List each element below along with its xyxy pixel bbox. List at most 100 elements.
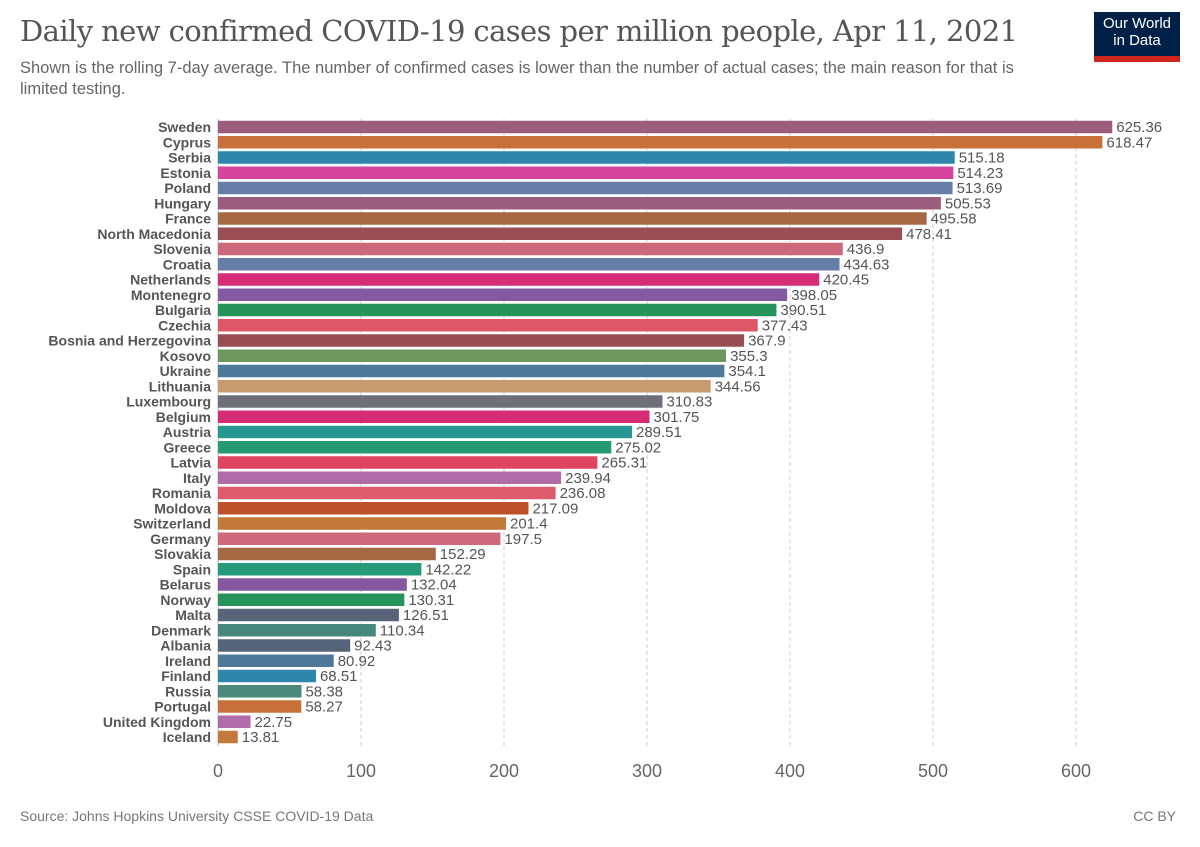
x-tick-label: 400	[775, 761, 805, 781]
category-label: North Macedonia	[97, 226, 211, 242]
bar	[218, 227, 903, 240]
value-label: 310.83	[666, 394, 712, 411]
value-label: 239.94	[565, 470, 611, 487]
value-label: 289.51	[636, 424, 682, 441]
category-label: Sweden	[158, 119, 211, 135]
bar	[218, 425, 632, 439]
value-label: 126.51	[403, 607, 449, 624]
category-label: Cyprus	[163, 134, 211, 150]
value-label: 201.4	[510, 516, 548, 533]
category-label: Slovakia	[154, 546, 211, 562]
value-label: 515.18	[959, 150, 1005, 167]
bar	[218, 639, 351, 652]
value-label: 58.38	[305, 683, 343, 700]
category-label: Finland	[161, 668, 211, 684]
value-label: 495.58	[931, 211, 977, 228]
value-label: 354.1	[728, 363, 766, 380]
value-label: 377.43	[762, 317, 808, 334]
bar	[218, 441, 612, 454]
category-label: Serbia	[168, 150, 211, 166]
category-label: Portugal	[154, 699, 211, 715]
category-label: Belgium	[156, 409, 211, 425]
bar	[218, 517, 507, 530]
bar	[218, 380, 711, 393]
bar	[218, 364, 725, 378]
value-label: 58.27	[305, 699, 343, 716]
value-label: 13.81	[242, 729, 280, 746]
x-tick-label: 100	[346, 761, 376, 781]
category-label: France	[165, 211, 211, 227]
category-label: United Kingdom	[103, 714, 211, 730]
bar	[218, 136, 1103, 149]
category-label: Albania	[160, 638, 211, 654]
value-label: 618.47	[1106, 134, 1152, 151]
bar	[218, 624, 376, 637]
bar	[218, 212, 927, 225]
value-label: 513.69	[957, 180, 1003, 197]
bar	[218, 685, 302, 698]
bar	[218, 456, 598, 469]
value-label: 398.05	[791, 287, 837, 304]
bar	[218, 730, 238, 744]
category-label: Latvia	[171, 455, 212, 471]
source-note[interactable]: Source: Johns Hopkins University CSSE CO…	[20, 808, 374, 824]
value-label: 478.41	[906, 226, 952, 243]
value-label: 152.29	[440, 546, 486, 563]
category-label: Germany	[150, 531, 211, 547]
value-label: 265.31	[601, 455, 647, 472]
category-label: Norway	[160, 592, 211, 608]
bar	[218, 410, 650, 423]
value-label: 68.51	[320, 668, 358, 685]
category-label: Spain	[173, 561, 211, 577]
logo-line-2: in Data	[1113, 32, 1161, 49]
category-label: Russia	[165, 683, 211, 699]
category-label: Moldova	[154, 500, 211, 516]
bar	[218, 120, 1113, 134]
category-label: Denmark	[151, 622, 211, 638]
category-label: Poland	[164, 180, 211, 196]
x-tick-label: 200	[489, 761, 519, 781]
bar	[218, 532, 501, 545]
category-label: Switzerland	[133, 516, 211, 532]
bar	[218, 578, 407, 591]
chart-title: Daily new confirmed COVID-19 cases per m…	[20, 14, 1018, 48]
bar	[218, 654, 334, 667]
logo-line-1: Our World	[1102, 15, 1172, 32]
owid-logo[interactable]: Our World in Data	[1094, 12, 1180, 62]
bar	[218, 181, 953, 195]
x-tick-label: 300	[632, 761, 662, 781]
x-tick-label: 500	[918, 761, 948, 781]
category-label: Greece	[164, 439, 212, 455]
bar	[218, 303, 777, 317]
bar	[218, 486, 556, 500]
category-label: Malta	[175, 607, 211, 623]
bar	[218, 242, 843, 256]
category-label: Bulgaria	[155, 302, 211, 318]
category-label: Montenegro	[131, 287, 211, 303]
value-label: 355.3	[730, 348, 768, 365]
bar	[218, 593, 405, 606]
category-label: Czechia	[158, 317, 211, 333]
bar	[218, 715, 251, 728]
value-label: 217.09	[532, 500, 578, 517]
value-label: 514.23	[957, 165, 1003, 182]
value-label: 390.51	[780, 302, 826, 319]
value-label: 92.43	[354, 638, 392, 655]
chart-subtitle: Shown is the rolling 7-day average. The …	[20, 59, 1014, 98]
category-label: Belarus	[160, 577, 212, 593]
value-label: 142.22	[425, 561, 471, 578]
value-label: 505.53	[945, 195, 991, 212]
bar	[218, 273, 820, 286]
bar	[218, 669, 316, 683]
bar	[218, 334, 745, 347]
bar	[218, 563, 422, 576]
value-label: 132.04	[411, 577, 457, 594]
bar	[218, 471, 562, 484]
license-note[interactable]: CC BY	[1133, 808, 1176, 824]
category-label: Romania	[152, 485, 211, 501]
value-label: 420.45	[823, 272, 869, 289]
bar	[218, 288, 788, 301]
bar	[218, 700, 302, 713]
value-label: 625.36	[1116, 119, 1162, 136]
bar	[218, 395, 663, 408]
